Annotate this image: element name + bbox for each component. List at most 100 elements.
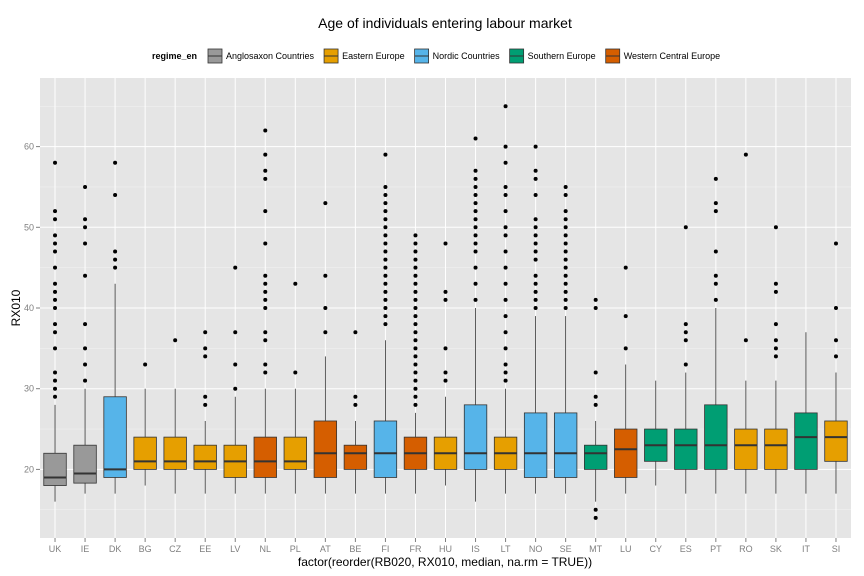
outlier-point — [503, 249, 508, 254]
outlier-point — [413, 297, 418, 302]
outlier-point — [533, 306, 538, 310]
outlier-point — [773, 338, 778, 343]
outlier-point — [833, 241, 838, 246]
outlier-point — [623, 346, 628, 351]
outlier-point — [383, 257, 388, 262]
outlier-point — [563, 257, 568, 262]
outlier-point — [383, 314, 388, 319]
outlier-point — [383, 241, 388, 246]
outlier-point — [383, 217, 388, 222]
outlier-point — [413, 233, 418, 238]
outlier-point — [593, 515, 598, 520]
outlier-point — [563, 193, 568, 198]
outlier-point — [473, 265, 478, 270]
outlier-point — [503, 184, 508, 189]
outlier-point — [263, 273, 268, 278]
x-tick-label: RO — [739, 544, 753, 554]
outlier-point — [473, 281, 478, 286]
outlier-point — [563, 241, 568, 246]
box-fr — [403, 233, 428, 494]
outlier-point — [353, 330, 358, 335]
outlier-point — [263, 176, 268, 181]
outlier-point — [563, 281, 568, 286]
box-ro — [734, 152, 758, 494]
box-it — [794, 332, 818, 494]
box-cy — [644, 380, 668, 486]
outlier-point — [563, 184, 568, 189]
y-axis: 20 30 40 50 60 — [24, 142, 40, 474]
box-lv — [223, 265, 247, 494]
x-tick-label: LU — [620, 544, 632, 554]
outlier-point — [533, 241, 538, 246]
box-si — [824, 241, 848, 494]
outlier-point — [383, 209, 388, 214]
outlier-point — [383, 322, 388, 327]
outlier-point — [383, 273, 388, 278]
outlier-point — [533, 249, 538, 254]
outlier-point — [383, 265, 388, 270]
box-pt — [704, 176, 728, 494]
outlier-point — [413, 354, 418, 359]
box-iqr — [373, 420, 398, 478]
box-iqr — [553, 412, 578, 478]
outlier-point — [833, 354, 838, 359]
x-tick-label: MT — [589, 544, 602, 554]
box-hu — [433, 241, 458, 486]
x-tick-label: LV — [230, 544, 240, 554]
outlier-point — [263, 330, 268, 335]
legend-label: Southern Europe — [528, 51, 596, 61]
outlier-point — [53, 217, 58, 222]
outlier-point — [683, 362, 688, 367]
outlier-point — [563, 289, 568, 294]
outlier-point — [533, 257, 538, 262]
outlier-point — [83, 217, 88, 222]
box-iqr — [463, 404, 488, 470]
outlier-point — [473, 241, 478, 246]
box-be — [343, 330, 368, 494]
outlier-point — [713, 297, 718, 302]
box-pl — [283, 281, 307, 494]
box-iqr — [163, 436, 187, 470]
outlier-point — [473, 168, 478, 173]
outlier-point — [203, 330, 208, 335]
box-iqr — [133, 436, 157, 470]
box-iqr — [73, 444, 97, 484]
x-tick-label: BG — [139, 544, 152, 554]
legend-label: Eastern Europe — [342, 51, 405, 61]
x-tick-label: ES — [680, 544, 692, 554]
box-at — [313, 201, 338, 494]
x-tick-label: BE — [349, 544, 361, 554]
outlier-point — [53, 289, 58, 294]
box-iqr — [734, 428, 758, 470]
outlier-point — [413, 370, 418, 375]
outlier-point — [443, 370, 448, 375]
outlier-point — [263, 241, 268, 246]
box-iqr — [253, 436, 277, 478]
outlier-point — [53, 281, 58, 286]
outlier-point — [203, 354, 208, 359]
outlier-point — [503, 193, 508, 198]
outlier-point — [53, 330, 58, 335]
box-iqr — [824, 420, 848, 462]
outlier-point — [263, 370, 268, 375]
outlier-point — [563, 233, 568, 238]
box-sk — [764, 225, 788, 494]
outlier-point — [503, 297, 508, 302]
outlier-point — [53, 370, 58, 375]
outlier-point — [473, 225, 478, 230]
outlier-point — [53, 209, 58, 214]
outlier-point — [53, 322, 58, 327]
outlier-point — [503, 225, 508, 230]
outlier-point — [533, 168, 538, 173]
outlier-point — [203, 402, 208, 407]
outlier-point — [53, 297, 58, 302]
outlier-point — [53, 306, 58, 310]
outlier-point — [83, 225, 88, 230]
outlier-point — [113, 249, 118, 254]
outlier-point — [83, 346, 88, 351]
outlier-point — [503, 233, 508, 238]
outlier-point — [563, 217, 568, 222]
box-iqr — [674, 428, 698, 470]
x-tick-label: DK — [109, 544, 122, 554]
